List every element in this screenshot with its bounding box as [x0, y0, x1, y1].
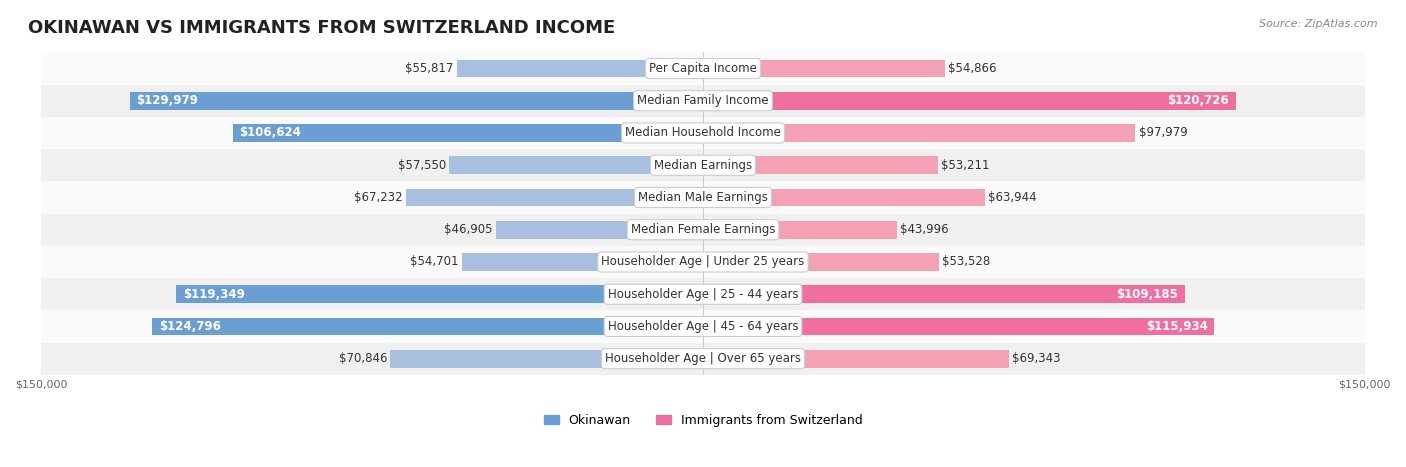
Text: $63,944: $63,944 [988, 191, 1038, 204]
FancyBboxPatch shape [41, 278, 1365, 311]
Text: $67,232: $67,232 [354, 191, 404, 204]
Bar [461, 253, 703, 271]
Text: $54,701: $54,701 [411, 255, 458, 269]
Bar [457, 60, 703, 78]
Text: $43,996: $43,996 [900, 223, 949, 236]
Bar [232, 124, 703, 142]
Text: $120,726: $120,726 [1167, 94, 1229, 107]
Bar [449, 156, 703, 174]
Text: Per Capita Income: Per Capita Income [650, 62, 756, 75]
Legend: Okinawan, Immigrants from Switzerland: Okinawan, Immigrants from Switzerland [544, 414, 862, 427]
FancyBboxPatch shape [41, 149, 1365, 181]
Text: Householder Age | 45 - 64 years: Householder Age | 45 - 64 years [607, 320, 799, 333]
FancyBboxPatch shape [41, 343, 1365, 375]
Text: Source: ZipAtlas.com: Source: ZipAtlas.com [1260, 19, 1378, 28]
FancyBboxPatch shape [41, 181, 1365, 213]
Bar [703, 60, 945, 78]
Text: $57,550: $57,550 [398, 159, 446, 172]
FancyBboxPatch shape [41, 213, 1365, 246]
Bar [703, 156, 938, 174]
Text: Householder Age | Over 65 years: Householder Age | Over 65 years [605, 352, 801, 365]
Text: $119,349: $119,349 [183, 288, 245, 301]
Bar [703, 285, 1185, 303]
Text: Householder Age | 25 - 44 years: Householder Age | 25 - 44 years [607, 288, 799, 301]
Text: $70,846: $70,846 [339, 352, 387, 365]
Text: $129,979: $129,979 [136, 94, 198, 107]
Bar [703, 350, 1010, 368]
Text: $109,185: $109,185 [1116, 288, 1178, 301]
Text: Median Household Income: Median Household Income [626, 127, 780, 140]
Text: Median Family Income: Median Family Income [637, 94, 769, 107]
Bar [496, 221, 703, 239]
Text: $55,817: $55,817 [405, 62, 454, 75]
Bar [703, 189, 986, 206]
Text: $106,624: $106,624 [239, 127, 301, 140]
Text: $97,979: $97,979 [1139, 127, 1187, 140]
FancyBboxPatch shape [41, 52, 1365, 85]
Bar [703, 221, 897, 239]
Bar [406, 189, 703, 206]
Bar [703, 124, 1135, 142]
Text: Median Earnings: Median Earnings [654, 159, 752, 172]
Text: $53,211: $53,211 [941, 159, 990, 172]
Bar [177, 285, 703, 303]
Bar [129, 92, 703, 110]
Text: $53,528: $53,528 [942, 255, 991, 269]
Text: OKINAWAN VS IMMIGRANTS FROM SWITZERLAND INCOME: OKINAWAN VS IMMIGRANTS FROM SWITZERLAND … [28, 19, 616, 37]
Text: $69,343: $69,343 [1012, 352, 1060, 365]
FancyBboxPatch shape [41, 85, 1365, 117]
FancyBboxPatch shape [41, 311, 1365, 343]
Text: Median Female Earnings: Median Female Earnings [631, 223, 775, 236]
FancyBboxPatch shape [41, 246, 1365, 278]
FancyBboxPatch shape [41, 117, 1365, 149]
Bar [703, 92, 1236, 110]
Text: $124,796: $124,796 [159, 320, 221, 333]
Bar [703, 318, 1215, 335]
Text: $46,905: $46,905 [444, 223, 492, 236]
Text: $54,866: $54,866 [949, 62, 997, 75]
Bar [703, 253, 939, 271]
Bar [152, 318, 703, 335]
Text: Householder Age | Under 25 years: Householder Age | Under 25 years [602, 255, 804, 269]
Bar [391, 350, 703, 368]
Text: $115,934: $115,934 [1146, 320, 1208, 333]
Text: Median Male Earnings: Median Male Earnings [638, 191, 768, 204]
